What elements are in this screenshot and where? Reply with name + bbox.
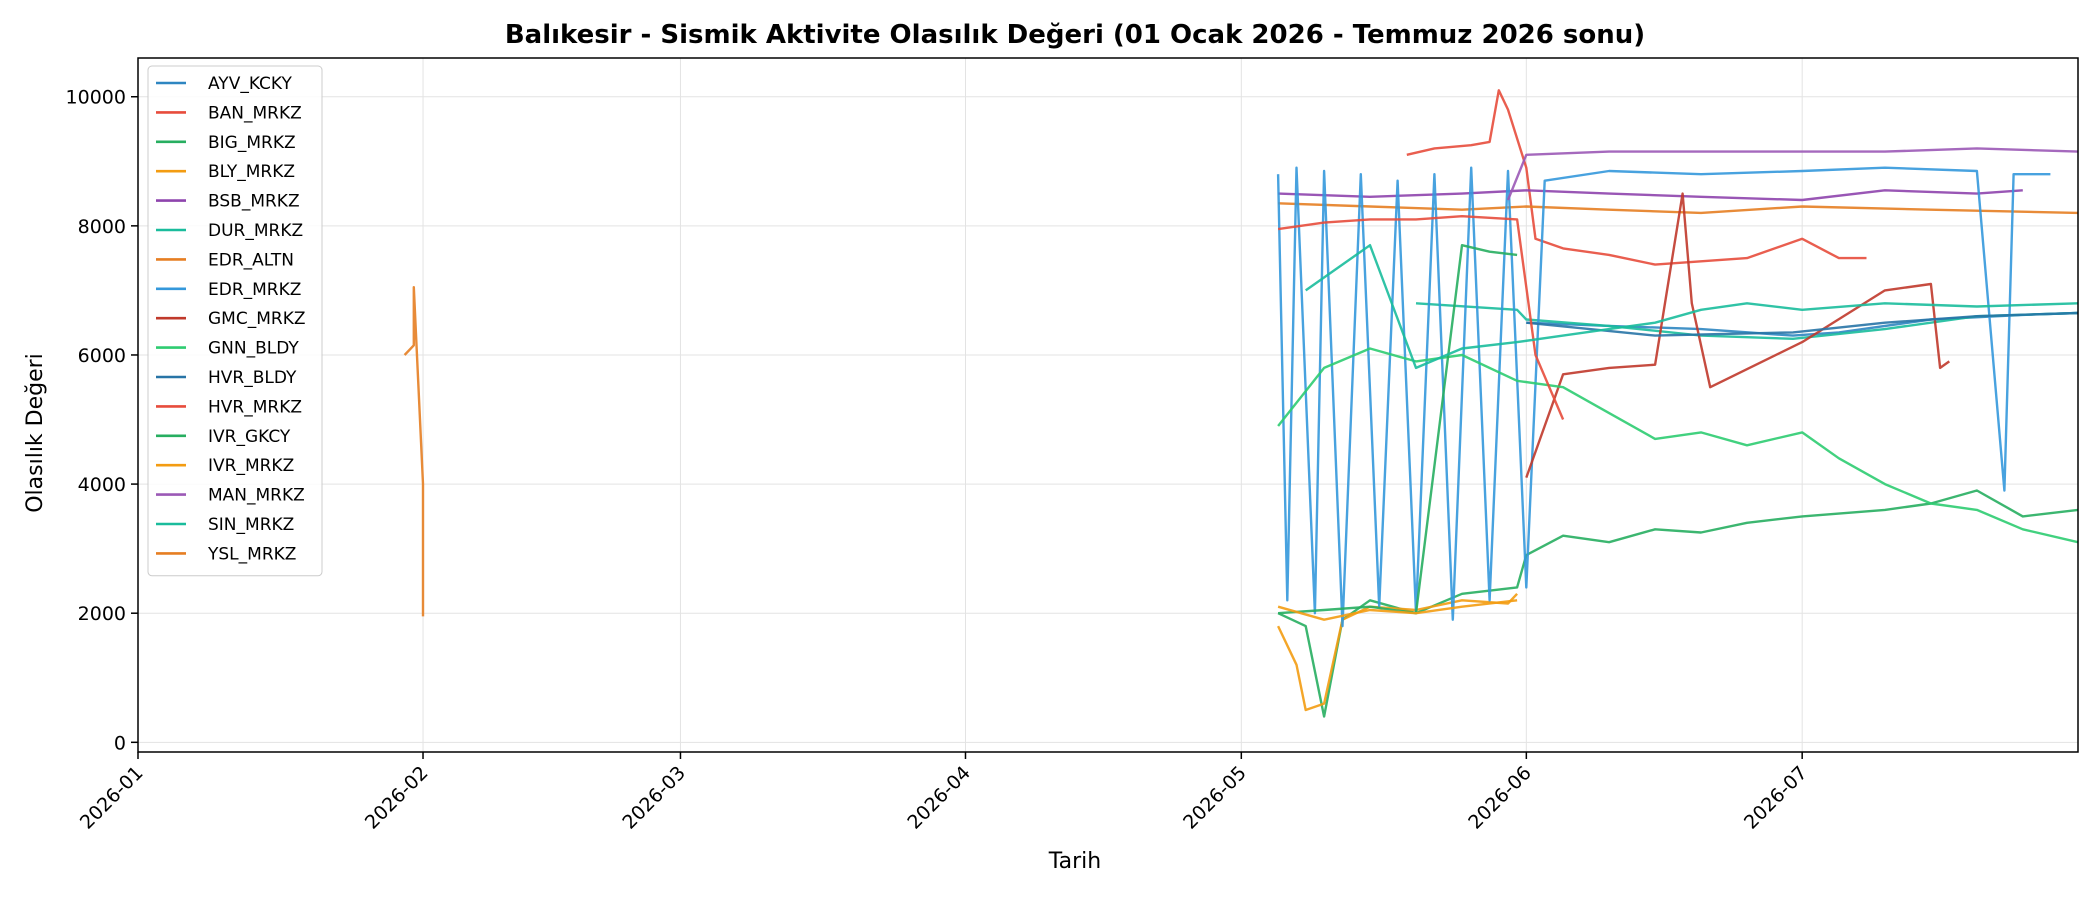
legend-label: MAN_MRKZ	[208, 486, 305, 506]
series-line-edr-mrkz	[1276, 166, 2051, 628]
legend-label: BAN_MRKZ	[208, 103, 302, 123]
x-tick-label: 2026-07	[1740, 762, 1812, 834]
x-tick-label: 2026-04	[903, 762, 975, 834]
y-tick-label: 6000	[78, 345, 126, 367]
series-line-ysl-mrkz	[403, 286, 425, 617]
x-tick-label: 2026-02	[361, 762, 433, 834]
x-tick-label: 2026-06	[1464, 762, 1536, 834]
legend-label: HVR_MRKZ	[208, 397, 302, 417]
x-tick-label: 2026-05	[1179, 762, 1251, 834]
legend-box	[147, 65, 323, 577]
legend-label: YSL_MRKZ	[207, 544, 296, 564]
legend-label: SIN_MRKZ	[208, 515, 294, 535]
legend-label: HVR_BLDY	[208, 368, 297, 388]
chart-title: Balıkesir - Sismik Aktivite Olasılık Değ…	[505, 20, 1645, 50]
plot-frame	[137, 57, 2079, 753]
legend: AYV_KCKY BAN_MRKZ BIG_MRKZ BLY_MRKZ BSB_MRKZ…	[147, 65, 323, 577]
legend-label: EDR_ALTN	[208, 250, 294, 270]
y-tick-label: 10000	[66, 87, 126, 109]
series-layer	[403, 89, 2079, 718]
y-tick-label: 4000	[78, 474, 126, 496]
grid	[137, 58, 2078, 752]
series-line-ban-mrkz	[1406, 89, 1867, 266]
series-line-big-mrkz	[1277, 489, 2079, 718]
y-tick-label: 2000	[78, 603, 126, 625]
x-tick-label: 2026-03	[618, 762, 690, 834]
legend-label: GMC_MRKZ	[208, 309, 305, 329]
series-line-gnn-bldy	[1277, 347, 2079, 544]
legend-label: GNN_BLDY	[208, 339, 299, 359]
series-line-ivr-mrkz	[1277, 599, 1518, 621]
x-axis-label: Tarih	[1048, 849, 1101, 874]
series-line-bsb-mrkz	[1278, 189, 2023, 202]
legend-label: EDR_MRKZ	[208, 280, 301, 300]
series-line-edr-altn	[1278, 202, 2079, 215]
x-axis-ticks: 2026-01 2026-02 2026-03 2026-04 2026-05 2026-…	[76, 752, 1812, 834]
legend-label: AYV_KCKY	[208, 74, 292, 94]
legend-label: BIG_MRKZ	[208, 133, 296, 153]
y-axis-ticks: 0 2000 4000 6000 8000 10000	[66, 87, 138, 754]
series-line-hvr-mrkz	[1277, 215, 1565, 420]
legend-label: IVR_GKCY	[208, 427, 291, 447]
x-tick-label: 2026-01	[76, 762, 148, 834]
y-tick-label: 8000	[78, 216, 126, 238]
y-axis-label: Olasılık Değeri	[23, 353, 48, 513]
series-line-gmc-mrkz	[1525, 192, 1950, 479]
series-line-sin-mrkz	[1305, 244, 2079, 370]
y-tick-label: 0	[114, 732, 126, 754]
legend-label: BLY_MRKZ	[208, 162, 295, 182]
series-line-man-mrkz	[1506, 147, 2079, 201]
legend-label: BSB_MRKZ	[208, 192, 300, 212]
series-line-hvr-bldy	[1526, 311, 2079, 337]
legend-label: IVR_MRKZ	[208, 456, 294, 476]
legend-label: DUR_MRKZ	[208, 221, 303, 241]
